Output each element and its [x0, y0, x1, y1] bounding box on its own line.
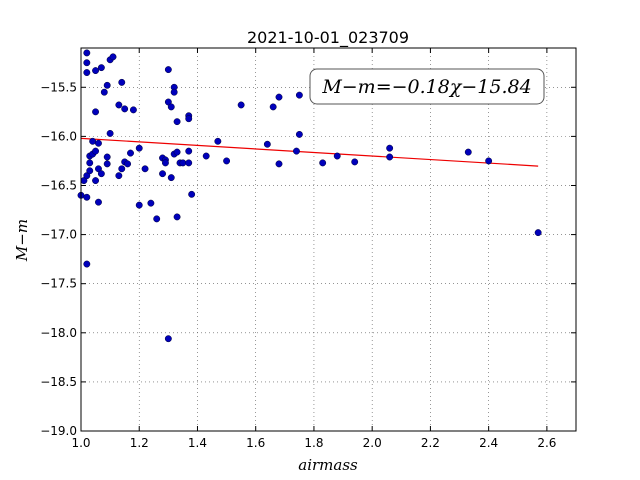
data-point — [124, 160, 132, 168]
data-point — [164, 66, 172, 74]
data-point — [121, 105, 129, 113]
data-point — [161, 159, 169, 167]
data-point — [135, 201, 143, 209]
x-tick-label: 1.6 — [246, 436, 265, 450]
scatter-points — [77, 49, 542, 343]
y-tick-label: −18.0 — [40, 326, 77, 340]
data-point — [159, 170, 166, 178]
x-tick-label: 2.4 — [479, 436, 498, 450]
fit-equation-box — [309, 68, 545, 105]
data-point — [97, 170, 105, 178]
data-point — [333, 152, 341, 160]
data-point — [129, 106, 137, 114]
data-point — [95, 198, 102, 206]
data-point — [319, 159, 327, 167]
data-point — [83, 193, 91, 201]
data-point — [188, 190, 196, 198]
y-tick-label: −16.0 — [40, 129, 77, 143]
x-tick-label: 1.8 — [304, 436, 323, 450]
data-point — [83, 49, 91, 57]
data-point — [92, 67, 100, 75]
data-point — [92, 108, 100, 116]
x-tick-label: 2.6 — [537, 436, 556, 450]
data-point — [115, 101, 123, 109]
data-point — [223, 157, 231, 165]
data-point — [185, 147, 193, 155]
fit-equation: M−m=−0.18χ−15.84 — [321, 76, 531, 98]
y-tick-label: −19.0 — [40, 424, 77, 438]
y-tick-label: −18.5 — [40, 375, 77, 389]
data-point — [109, 53, 117, 61]
data-point — [127, 149, 134, 157]
data-point — [202, 152, 210, 160]
data-point — [83, 59, 91, 67]
data-point — [179, 159, 187, 167]
data-point — [141, 165, 149, 173]
chart-title: 2021-10-01_023709 — [247, 28, 409, 48]
data-point — [89, 137, 97, 145]
data-point — [103, 81, 111, 89]
fit-line — [80, 137, 539, 167]
y-axis-label: M−m — [13, 219, 31, 262]
data-point — [485, 157, 493, 165]
data-point — [92, 177, 100, 185]
data-point — [214, 137, 222, 145]
data-point — [293, 147, 300, 155]
data-point — [147, 199, 155, 207]
data-point — [103, 160, 111, 168]
data-point — [173, 213, 181, 221]
data-point — [386, 144, 394, 152]
data-point — [295, 130, 303, 138]
data-point — [83, 69, 91, 77]
x-axis-label: airmass — [298, 456, 358, 474]
data-point — [351, 158, 359, 166]
data-point — [92, 147, 100, 155]
fit-line-group — [80, 137, 539, 167]
x-tick-label: 2.2 — [421, 436, 440, 450]
data-point — [86, 159, 94, 167]
data-point — [164, 335, 172, 343]
data-point — [95, 139, 102, 147]
y-tick-label: −16.5 — [40, 178, 77, 192]
data-point — [97, 64, 105, 72]
data-point — [185, 115, 193, 123]
data-point — [115, 172, 123, 180]
data-point — [103, 153, 111, 161]
data-point — [100, 88, 108, 96]
data-point — [118, 78, 126, 86]
data-point — [237, 101, 245, 109]
data-point — [534, 229, 542, 237]
data-point — [167, 174, 175, 182]
data-point — [153, 215, 161, 223]
data-point — [86, 167, 94, 175]
data-point — [295, 91, 303, 99]
data-point — [83, 260, 91, 268]
data-point — [275, 93, 283, 101]
x-tick-label: 1.4 — [188, 436, 207, 450]
data-point — [135, 144, 143, 152]
data-point — [386, 153, 394, 161]
data-point — [263, 140, 271, 148]
x-tick-label: 1.0 — [71, 436, 90, 450]
data-point — [167, 103, 175, 111]
x-tick-label: 2.0 — [363, 436, 382, 450]
data-point — [464, 148, 472, 156]
y-tick-label: −15.5 — [40, 80, 77, 94]
plot-frame — [80, 47, 577, 432]
data-point — [118, 165, 126, 173]
data-point — [185, 159, 193, 167]
data-point — [173, 118, 181, 126]
data-point — [275, 160, 283, 168]
data-point — [269, 103, 277, 111]
data-point — [106, 129, 114, 137]
data-point — [173, 148, 181, 156]
y-tick-label: −17.0 — [40, 228, 77, 242]
axis-ticks: 1.0 1.2 1.4 1.6 1.8 2.0 2.2 2.4 2.6 −15.5 −16.0 −16… — [40, 48, 576, 450]
x-tick-label: 1.2 — [130, 436, 149, 450]
y-tick-label: −17.5 — [40, 277, 77, 291]
data-point — [170, 88, 178, 96]
